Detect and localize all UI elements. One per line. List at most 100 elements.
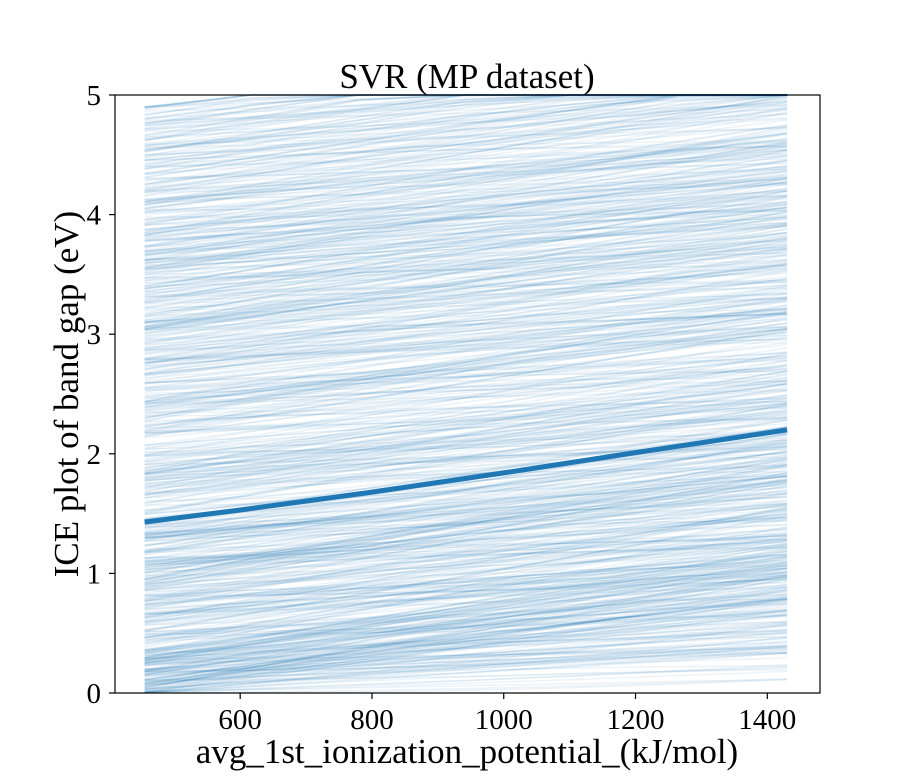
ice-line	[144, 648, 788, 694]
ice-line	[144, 195, 788, 254]
ice-line	[144, 182, 788, 254]
ice-line	[144, 244, 788, 324]
ice-line	[144, 203, 788, 265]
ice-line	[144, 235, 788, 264]
ice-line	[144, 558, 788, 673]
ice-line	[144, 485, 788, 590]
ice-line	[144, 249, 788, 333]
ice-line	[144, 377, 788, 392]
ice-line	[144, 493, 788, 537]
ice-line	[144, 510, 788, 602]
ice-line	[144, 504, 788, 586]
ice-line	[144, 596, 788, 667]
ice-line	[144, 598, 788, 685]
ice-line	[144, 326, 788, 351]
ice-line	[144, 597, 788, 688]
ice-line	[144, 611, 788, 691]
ice-line	[144, 178, 788, 214]
ice-line	[144, 384, 788, 469]
ice-line	[144, 606, 788, 690]
ice-line	[144, 657, 788, 684]
ice-line	[144, 543, 788, 648]
plot-frame	[114, 94, 821, 694]
ice-line	[144, 99, 788, 161]
ice-line	[144, 577, 788, 615]
ice-line	[144, 183, 788, 293]
ice-line	[144, 381, 788, 439]
ice-line	[144, 95, 788, 131]
ice-line	[144, 495, 788, 552]
ice-line	[144, 508, 788, 601]
ice-line	[144, 307, 788, 384]
y-axis-title: ICE plot of band gap (eV)	[47, 211, 86, 577]
ice-line	[144, 536, 788, 619]
ice-line	[144, 94, 788, 197]
ice-line	[144, 651, 788, 666]
ice-line	[144, 403, 788, 513]
ice-line	[144, 486, 788, 546]
ice-line	[144, 583, 788, 664]
ice-line	[144, 667, 788, 681]
ice-line	[144, 181, 788, 225]
ice-line	[144, 482, 788, 577]
ice-line	[144, 127, 788, 146]
ice-line	[144, 538, 788, 585]
ice-line	[144, 154, 788, 201]
ice-line	[144, 567, 788, 676]
ice-line	[144, 300, 788, 416]
ice-line	[144, 94, 788, 159]
ice-line	[144, 652, 788, 672]
ice-line	[144, 472, 788, 592]
ice-line	[144, 512, 788, 592]
ice-line	[144, 94, 788, 179]
ice-line	[144, 510, 788, 609]
ice-line	[144, 570, 788, 690]
ice-line	[144, 132, 788, 248]
ice-line	[144, 479, 788, 552]
ice-line	[144, 299, 788, 377]
ice-line	[144, 597, 788, 681]
ice-line	[144, 97, 788, 203]
ice-line	[144, 561, 788, 662]
ice-line	[144, 203, 788, 261]
ice-line	[144, 189, 788, 310]
ice-line	[144, 284, 788, 323]
ice-line	[144, 259, 788, 275]
ice-line	[144, 279, 788, 296]
ice-line	[144, 644, 788, 660]
ice-line	[144, 459, 788, 542]
ice-line	[144, 586, 788, 613]
ice-line	[144, 277, 788, 365]
ice-line	[144, 383, 788, 477]
ice-line	[144, 305, 788, 422]
ice-line	[144, 188, 788, 241]
ice-line	[144, 585, 788, 681]
ice-line	[144, 322, 788, 413]
ice-line	[144, 281, 788, 298]
ice-line	[144, 403, 788, 512]
ice-line	[144, 444, 788, 465]
ice-line	[144, 518, 788, 633]
ice-line	[144, 419, 788, 491]
ice-line	[144, 563, 788, 664]
ice-line	[144, 492, 788, 553]
ice-line	[144, 330, 788, 436]
ice-line	[144, 94, 788, 206]
ice-line	[144, 284, 788, 351]
ice-line	[144, 571, 788, 689]
ice-line	[144, 556, 788, 659]
ice-line	[144, 439, 788, 553]
ice-line	[144, 595, 788, 688]
ice-line	[144, 538, 788, 554]
ice-line	[144, 147, 788, 180]
ice-line	[144, 474, 788, 569]
ice-line	[144, 181, 788, 248]
ice-line	[144, 206, 788, 301]
ice-line	[144, 511, 788, 618]
ice-line	[144, 576, 788, 665]
ice-line	[144, 138, 788, 221]
ice-line	[144, 382, 788, 463]
ice-line	[144, 125, 788, 175]
ice-line	[144, 508, 788, 600]
ice-line	[144, 373, 788, 476]
